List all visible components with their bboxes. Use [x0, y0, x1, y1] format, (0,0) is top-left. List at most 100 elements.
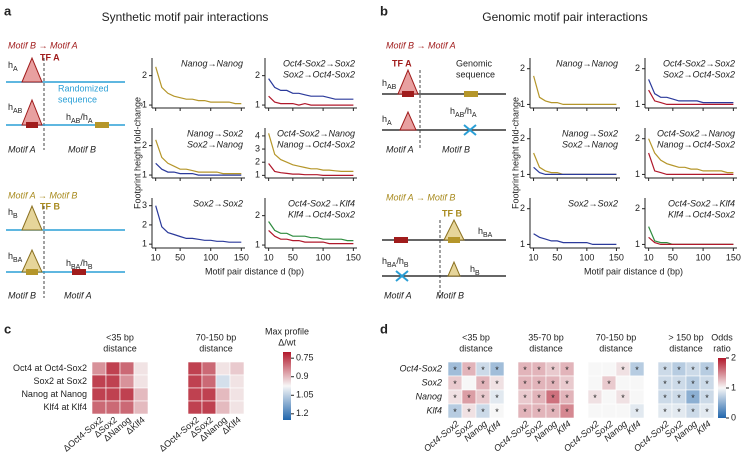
motif-label: Motif A	[8, 144, 36, 154]
significance: *	[523, 365, 527, 375]
y-tick-label: 1	[520, 239, 525, 249]
diagram-title: Motif B → Motif A	[386, 40, 456, 50]
heat-cell	[187, 400, 203, 415]
significance: *	[565, 379, 569, 389]
trace	[533, 233, 617, 245]
heat-cell	[119, 374, 135, 389]
heat-cell	[587, 403, 603, 419]
series-label: Nanog→Oct4-Sox2	[277, 139, 355, 149]
motif-label: Motif B	[436, 290, 464, 300]
y-tick-label: 2	[520, 203, 525, 213]
motif-label: Motif A	[384, 290, 412, 300]
heat-cell	[105, 387, 121, 402]
heat-cell	[119, 400, 135, 415]
heat-cell	[215, 374, 231, 389]
h-label: hA	[382, 114, 392, 127]
motif-label: Motif A	[386, 144, 414, 154]
colorbar	[718, 358, 726, 418]
significance: *	[677, 393, 681, 403]
x-tick-label: 100	[579, 252, 594, 262]
y-tick-label: 1	[142, 169, 147, 179]
y-tick-label: 2	[635, 203, 640, 213]
panel-label: b	[380, 3, 388, 18]
significance: *	[551, 365, 555, 375]
heat-cell	[229, 387, 245, 402]
trace	[268, 133, 354, 172]
row-label: Sox2	[421, 377, 442, 387]
trace	[268, 163, 354, 176]
significance: *	[537, 365, 541, 375]
significance: *	[691, 365, 695, 375]
row-label: Klf4 at Klf4	[43, 402, 87, 412]
x-tick-label: 100	[316, 252, 331, 262]
significance: *	[467, 393, 471, 403]
diagram-title: Motif B → Motif A	[8, 40, 78, 50]
heat-cell	[187, 361, 203, 376]
significance: *	[453, 407, 457, 417]
y-tick-label: 1	[635, 99, 640, 109]
trace	[648, 152, 734, 175]
heat-cell	[201, 361, 217, 376]
block-header: <35 bp	[462, 332, 490, 342]
significance: *	[467, 407, 471, 417]
series-label: Oct4-Sox2→Sox2	[663, 58, 735, 68]
tf-peak	[399, 110, 417, 131]
motif	[26, 269, 38, 275]
significance: *	[593, 393, 597, 403]
col-label: Klf4	[624, 419, 642, 437]
row-label: Klf4	[426, 405, 442, 415]
series-label: Nanog→Nanog	[181, 58, 243, 68]
motif-label: Motif A	[64, 290, 92, 300]
x-axis-label: Motif pair distance d (bp)	[205, 266, 304, 276]
significance: *	[551, 379, 555, 389]
y-tick-label: 1	[520, 169, 525, 179]
block-header: distance	[599, 343, 633, 353]
trace	[648, 236, 734, 245]
ratio-label: hBA/hB	[382, 256, 409, 269]
trace	[155, 139, 242, 175]
significance: *	[453, 365, 457, 375]
series-label: Klf4→Oct4-Sox2	[668, 209, 735, 219]
block-header: 70-150 bp	[196, 332, 237, 342]
significance: *	[565, 393, 569, 403]
significance: *	[621, 393, 625, 403]
y-tick-label: 1	[255, 170, 260, 180]
col-label: Klf4	[554, 419, 572, 437]
heat-cell	[201, 374, 217, 389]
heat-cell	[615, 375, 631, 391]
heat-cell	[187, 374, 203, 389]
motif-label: Motif B	[68, 144, 96, 154]
significance: *	[481, 365, 485, 375]
significance: *	[635, 365, 639, 375]
seq-label: sequence	[456, 69, 495, 79]
tf-label: TF B	[40, 201, 60, 211]
trace	[268, 229, 354, 245]
x-tick-label: 10	[264, 252, 274, 262]
motif	[394, 237, 408, 243]
series-label: Oct4-Sox2→Nanog	[657, 128, 735, 138]
h-label: hB	[470, 264, 480, 277]
trace	[155, 66, 242, 105]
significance: *	[523, 407, 527, 417]
col-label: Klf4	[484, 419, 502, 437]
panel-label: a	[4, 3, 12, 18]
h-label: hAB	[382, 78, 397, 91]
trace	[155, 162, 242, 176]
y-tick-label: 3	[142, 200, 147, 210]
x-tick-label: 50	[288, 252, 298, 262]
tf-peak	[21, 248, 43, 273]
motif-label: Motif B	[442, 144, 470, 154]
colorbar-tick-label: 0	[731, 412, 736, 422]
seq-label: sequence	[58, 94, 97, 104]
series-label: Sox2→Nanog	[187, 139, 243, 149]
heat-cell	[187, 387, 203, 402]
colorbar-tick-label: 1.05	[296, 390, 314, 400]
heat-cell	[105, 400, 121, 415]
trace	[648, 79, 734, 104]
significance: *	[453, 379, 457, 389]
x-tick-label: 100	[696, 252, 711, 262]
block-header: 35-70 bp	[528, 332, 564, 342]
y-tick-label: 1	[142, 99, 147, 109]
y-tick-label: 1	[255, 239, 260, 249]
significance: *	[551, 407, 555, 417]
